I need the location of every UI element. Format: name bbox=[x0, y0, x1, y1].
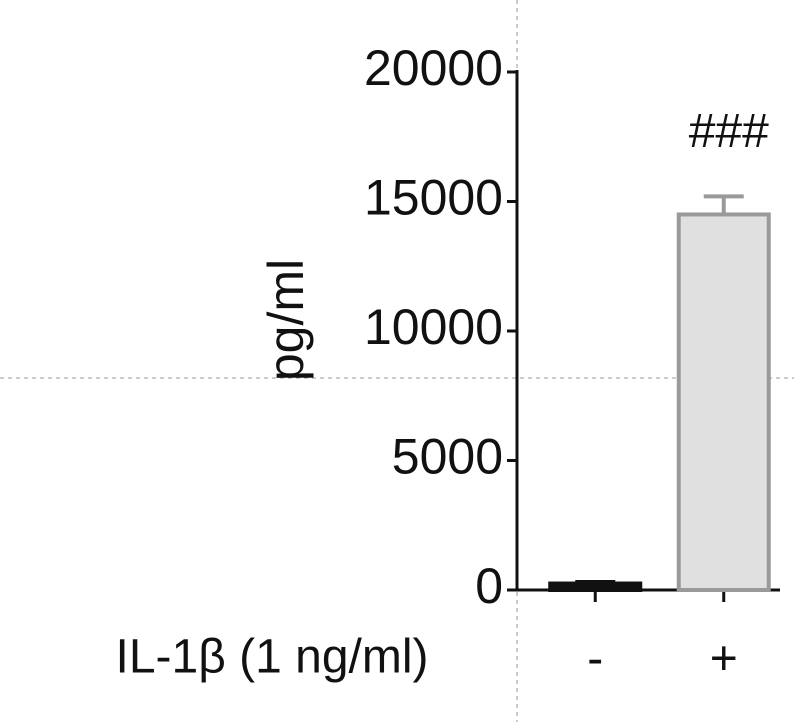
bar bbox=[548, 581, 643, 593]
x-tick-label: - bbox=[587, 633, 603, 686]
x-axis-label: IL-1β (1 ng/ml) bbox=[115, 631, 428, 684]
y-tick-label: 5000 bbox=[392, 429, 503, 485]
y-tick-label: 20000 bbox=[364, 40, 503, 96]
y-tick-label: 0 bbox=[475, 558, 503, 614]
annotation: ### bbox=[689, 105, 769, 158]
y-tick-label: 10000 bbox=[364, 299, 503, 355]
bar bbox=[676, 212, 771, 592]
y-tick-label: 15000 bbox=[364, 170, 503, 226]
x-tick-label: + bbox=[710, 633, 738, 686]
y-axis-label: pg/ml bbox=[258, 259, 314, 381]
